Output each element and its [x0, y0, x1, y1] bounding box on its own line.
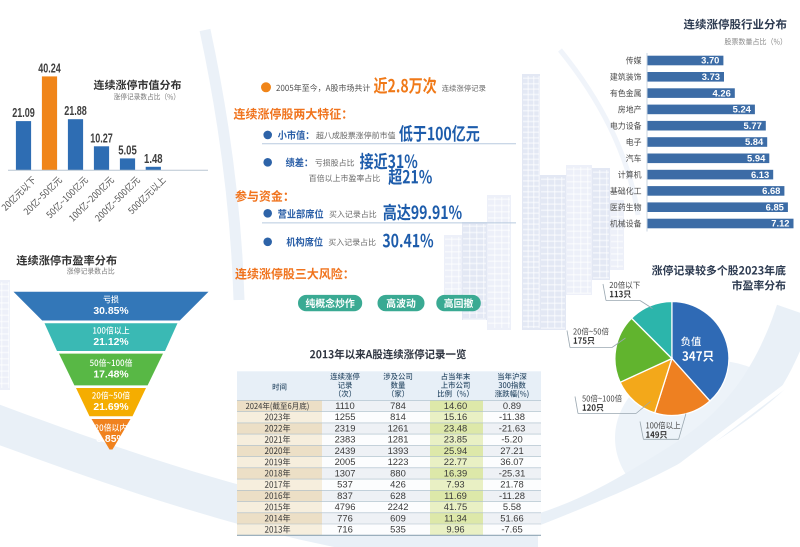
svg-text:1223: 1223 — [388, 456, 409, 467]
svg-text:2439: 2439 — [335, 445, 356, 456]
svg-text:837: 837 — [337, 490, 353, 501]
svg-text:814: 814 — [390, 411, 406, 422]
svg-text:1261: 1261 — [388, 423, 409, 434]
svg-text:11.34: 11.34 — [444, 512, 467, 523]
svg-text:1.48: 1.48 — [144, 151, 163, 166]
svg-text:1255: 1255 — [335, 411, 356, 422]
svg-text:21.12%: 21.12% — [93, 337, 128, 348]
svg-text:15.16: 15.16 — [444, 411, 467, 422]
svg-text:5.94: 5.94 — [747, 153, 766, 164]
svg-text:628: 628 — [390, 490, 406, 501]
svg-text:776: 776 — [337, 512, 353, 523]
svg-text:23.85: 23.85 — [444, 434, 467, 445]
svg-text:6.85: 6.85 — [766, 201, 784, 212]
svg-text:1393: 1393 — [388, 445, 409, 456]
svg-text:535: 535 — [390, 524, 406, 535]
svg-text:784: 784 — [390, 400, 406, 411]
svg-text:6.13: 6.13 — [751, 169, 769, 180]
svg-text:14.60: 14.60 — [444, 400, 467, 411]
svg-text:5.58: 5.58 — [503, 501, 521, 512]
svg-text:-21.63: -21.63 — [499, 423, 526, 434]
svg-text:51.66: 51.66 — [500, 512, 523, 523]
svg-text:-11.38: -11.38 — [499, 411, 525, 422]
svg-text:716: 716 — [337, 524, 353, 535]
svg-text:2319: 2319 — [335, 423, 356, 434]
svg-text:4.26: 4.26 — [713, 87, 731, 98]
svg-text:537: 537 — [337, 479, 353, 490]
svg-text:11.69: 11.69 — [444, 490, 467, 501]
svg-text:21.88: 21.88 — [64, 103, 87, 118]
svg-text:41.75: 41.75 — [444, 501, 467, 512]
svg-text:-11.28: -11.28 — [499, 490, 525, 501]
svg-text:-25.31: -25.31 — [499, 467, 526, 478]
svg-text:3.73: 3.73 — [702, 71, 720, 82]
svg-text:426: 426 — [390, 479, 406, 490]
svg-text:10.27: 10.27 — [90, 130, 113, 145]
svg-text:0.89: 0.89 — [503, 400, 521, 411]
svg-text:609: 609 — [390, 512, 406, 523]
svg-text:21.69%: 21.69% — [93, 402, 128, 413]
svg-text:4796: 4796 — [335, 501, 356, 512]
svg-text:-7.65: -7.65 — [501, 524, 522, 535]
svg-text:30.85%: 30.85% — [93, 306, 128, 317]
svg-text:5.24: 5.24 — [733, 104, 752, 115]
svg-text:5.05: 5.05 — [118, 142, 137, 157]
svg-text:40.24: 40.24 — [38, 60, 61, 75]
svg-text:2383: 2383 — [335, 434, 356, 445]
svg-text:2005: 2005 — [335, 456, 356, 467]
svg-text:3.70: 3.70 — [701, 55, 719, 66]
svg-text:25.94: 25.94 — [444, 445, 467, 456]
svg-text:23.48: 23.48 — [444, 423, 467, 434]
svg-text:5.84: 5.84 — [745, 136, 764, 147]
svg-text:7.12: 7.12 — [771, 218, 789, 229]
svg-text:1307: 1307 — [335, 467, 356, 478]
svg-text:21.09: 21.09 — [12, 105, 35, 120]
svg-text:22.77: 22.77 — [444, 456, 467, 467]
svg-text:8.85%: 8.85% — [96, 434, 125, 445]
svg-text:16.39: 16.39 — [444, 467, 467, 478]
svg-text:5.77: 5.77 — [744, 120, 762, 131]
svg-text:6.68: 6.68 — [762, 185, 780, 196]
svg-text:36.07: 36.07 — [500, 456, 523, 467]
svg-text:-5.20: -5.20 — [501, 434, 522, 445]
svg-text:21.78: 21.78 — [500, 479, 523, 490]
svg-text:7.93: 7.93 — [446, 479, 464, 490]
svg-text:880: 880 — [390, 467, 406, 478]
svg-text:9.96: 9.96 — [446, 524, 464, 535]
svg-text:2242: 2242 — [388, 501, 409, 512]
svg-text:17.48%: 17.48% — [93, 370, 128, 381]
svg-text:1281: 1281 — [388, 434, 409, 445]
svg-text:27.21: 27.21 — [500, 445, 523, 456]
svg-text:1110: 1110 — [335, 400, 354, 411]
